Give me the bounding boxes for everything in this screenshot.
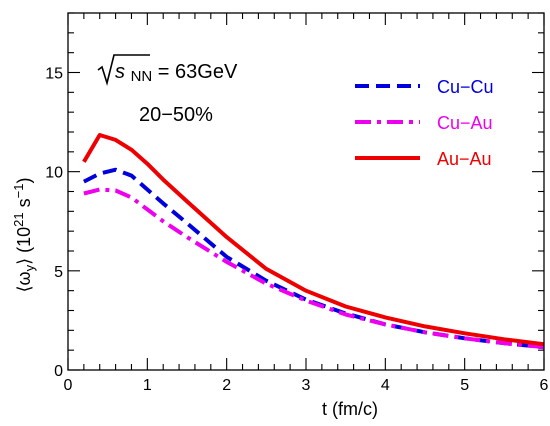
energy-prefix: s <box>115 61 125 83</box>
y-axis-title: ⟨ωy⟩ (1021 s−1) <box>11 178 37 293</box>
legend: Cu−Cu Cu−Au Au−Au <box>355 77 494 169</box>
x-tick-label-1: 1 <box>143 377 152 394</box>
legend-label-2: Au−Au <box>437 149 492 169</box>
svg-text:s NN = 63GeV: s NN = 63GeV <box>115 61 238 86</box>
ylabel-part-3: 21 <box>11 212 26 226</box>
ylabel-part-5: −1 <box>11 184 26 199</box>
plot-frame <box>67 12 545 371</box>
series-line-1 <box>83 187 545 350</box>
ylabel-part-2: ⟩ (10 <box>14 227 34 265</box>
energy-annotation: s NN = 63GeV <box>97 54 238 86</box>
x-tick-label-2: 2 <box>222 377 231 394</box>
plot-area <box>82 133 545 350</box>
y-tick-label-2: 10 <box>45 165 63 182</box>
series-line-0 <box>82 167 545 350</box>
legend-label-1: Cu−Au <box>437 113 493 133</box>
ylabel-part-0: ⟨ω <box>14 271 34 292</box>
x-tick-label-0: 0 <box>64 377 73 394</box>
x-tick-label-3: 3 <box>302 377 311 394</box>
x-tick-label-6: 6 <box>540 377 549 394</box>
y-tick-label-3: 15 <box>45 66 63 83</box>
y-tick-label-0: 0 <box>54 363 63 380</box>
energy-value: = 63GeV <box>158 61 238 83</box>
series-line-2 <box>82 133 545 347</box>
centrality-label: 20−50% <box>139 104 213 126</box>
ylabel-part-6: ) <box>14 178 34 184</box>
x-tick-label-4: 4 <box>381 377 390 394</box>
legend-label-0: Cu−Cu <box>437 77 494 97</box>
ylabel-part-4: s <box>14 198 34 212</box>
x-tick-label-5: 5 <box>460 377 469 394</box>
ylabel-part-1: y <box>22 264 37 271</box>
sqrt-symbol <box>97 54 150 86</box>
y-tick-label-1: 5 <box>54 264 63 281</box>
x-axis-title: t (fm/c) <box>322 399 378 419</box>
axes: 0 1 2 3 4 5 6 0 5 10 15 <box>45 12 549 394</box>
energy-sub: NN <box>131 68 153 85</box>
